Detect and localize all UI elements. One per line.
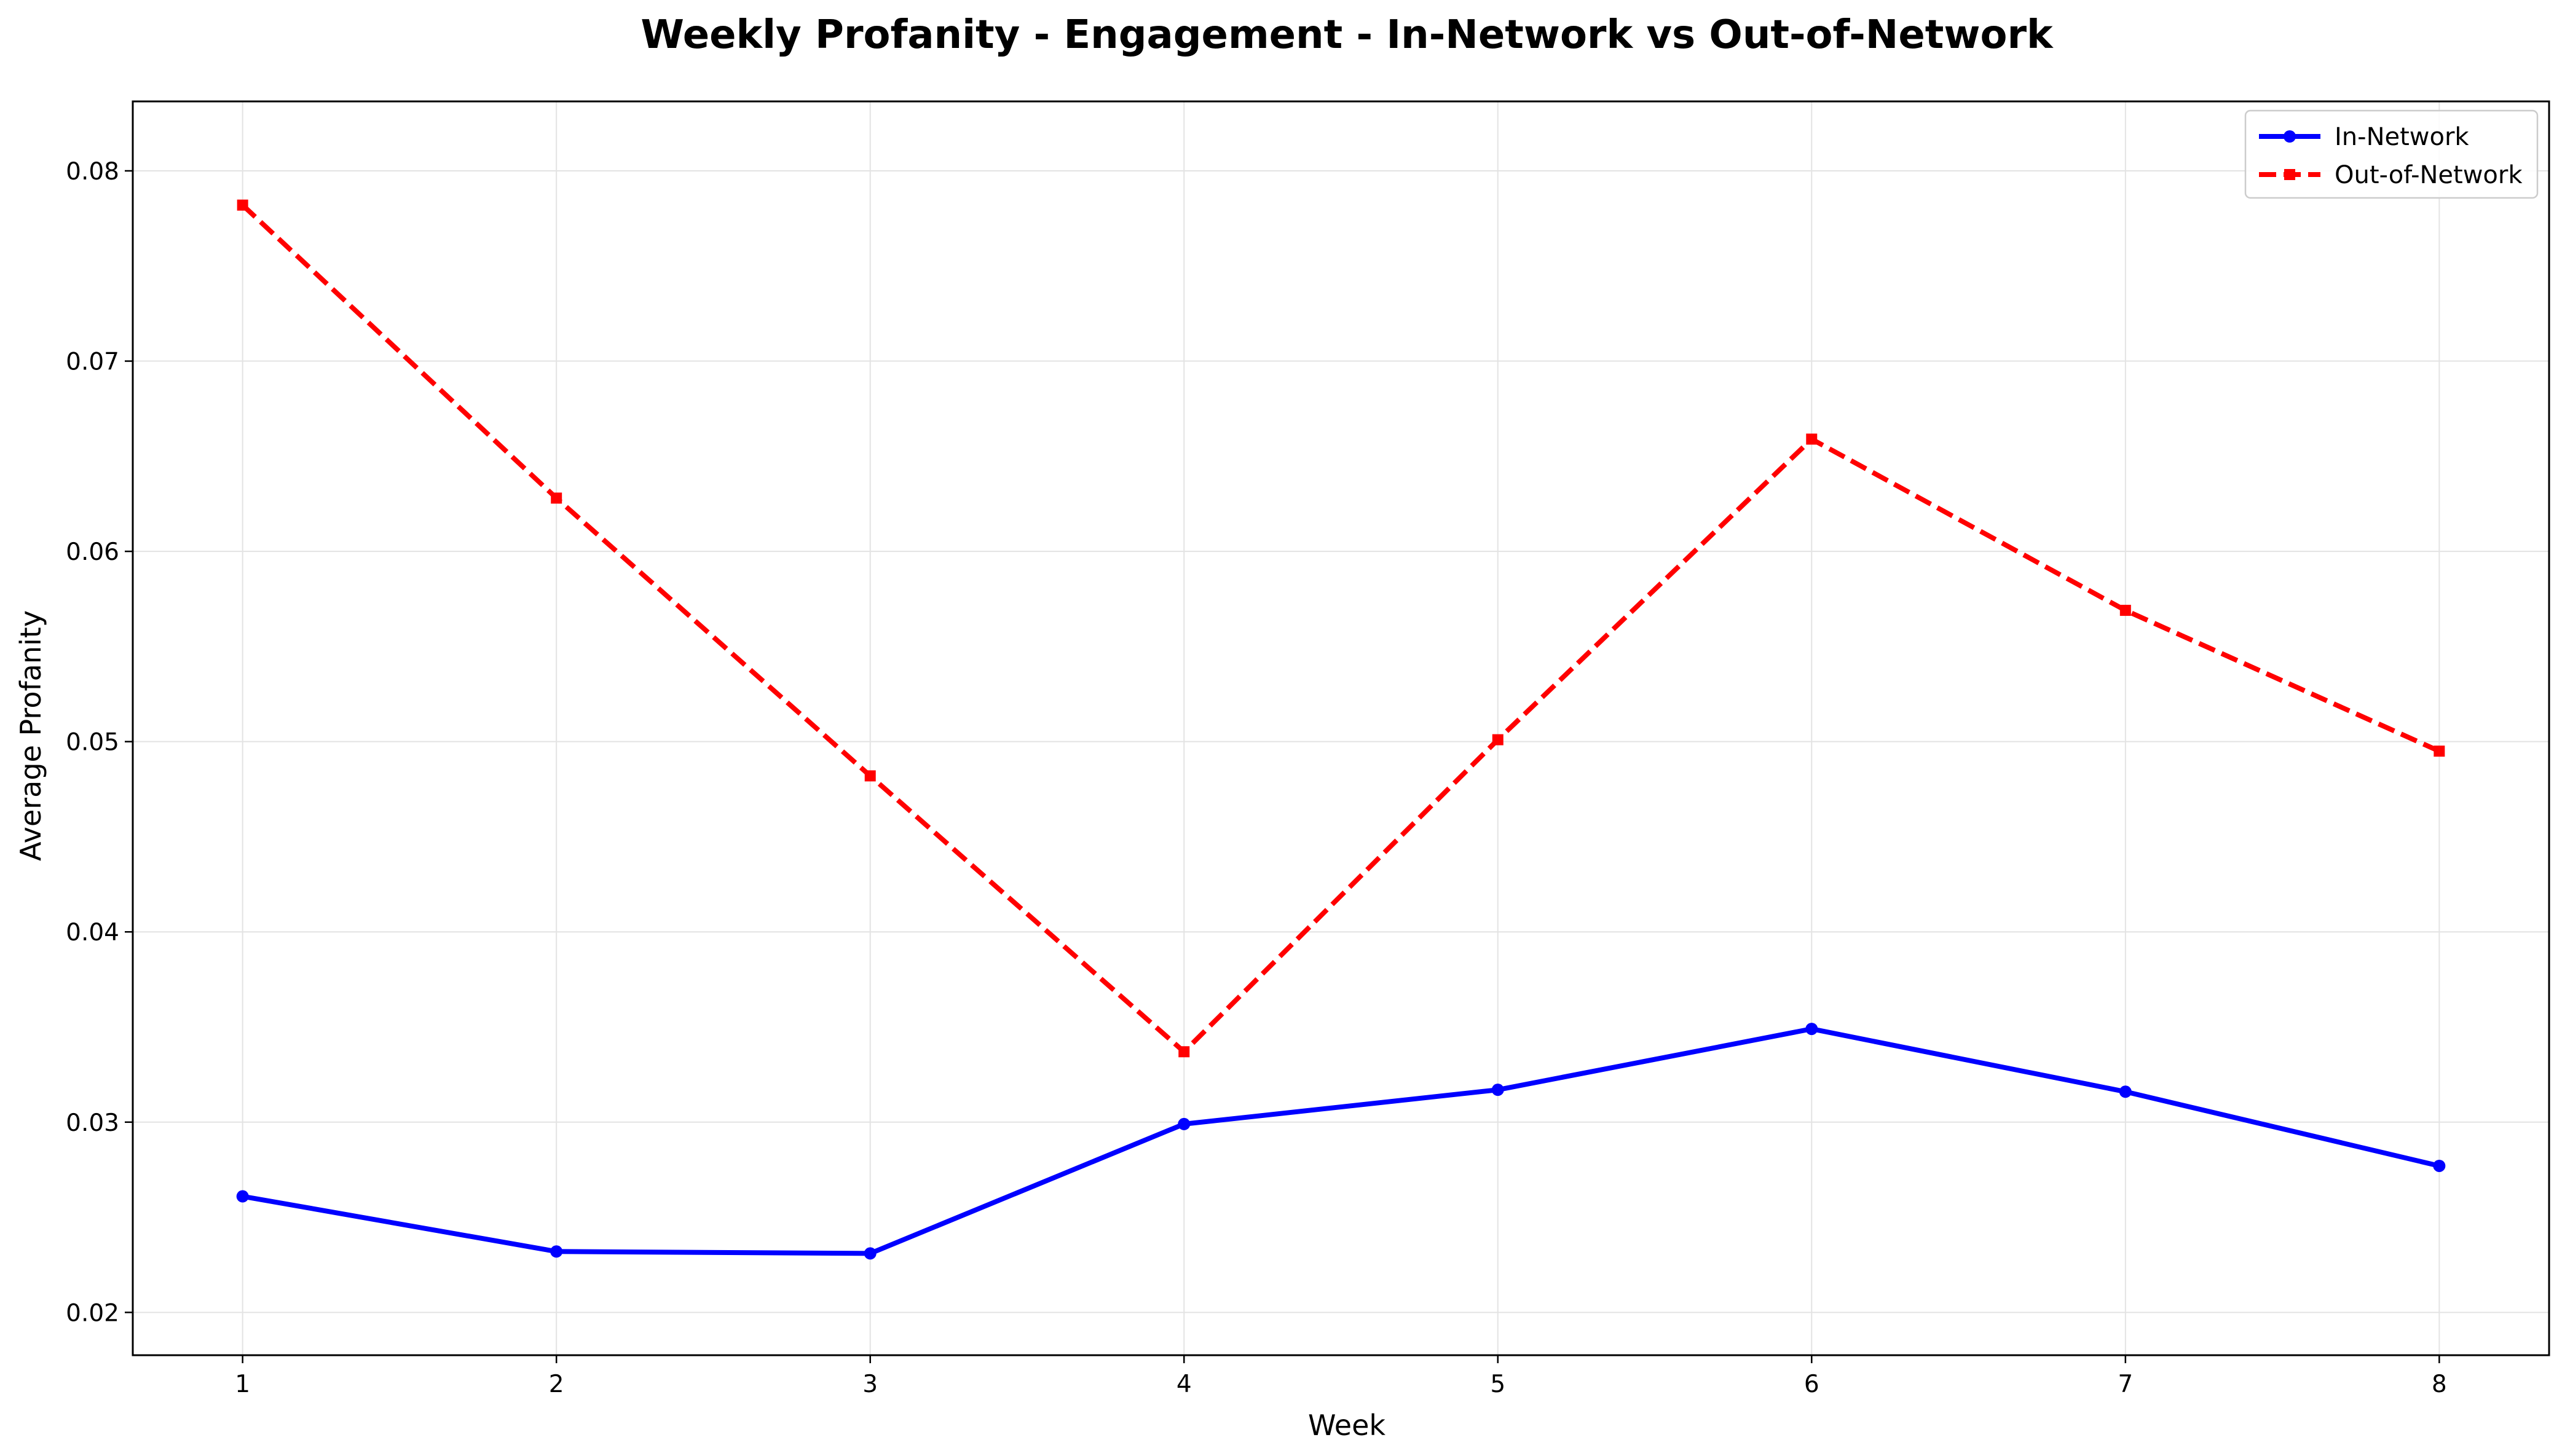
in-network-point <box>1491 1084 1504 1096</box>
in-network-point <box>1178 1117 1191 1130</box>
in-network-point <box>1805 1023 1818 1036</box>
legend: In-Network Out-of-Network <box>2244 109 2539 199</box>
series-layer <box>236 199 2446 1260</box>
legend-label-out-of-network: Out-of-Network <box>2335 161 2523 189</box>
in-network-point <box>864 1247 877 1260</box>
y-tick-label: 0.04 <box>66 919 119 946</box>
x-tick-label: 4 <box>1177 1371 1192 1398</box>
chart-title: Weekly Profanity - Engagement - In-Netwo… <box>640 12 2054 58</box>
out-of-network-point <box>237 199 248 211</box>
y-axis-label: Average Profanity <box>14 610 47 861</box>
out-of-network-point <box>1492 734 1504 746</box>
out-of-network-point <box>2434 746 2445 757</box>
out-of-network-point <box>864 770 876 782</box>
legend-marker-in-network <box>2284 130 2296 143</box>
out-of-network-point <box>2119 605 2131 616</box>
in-network-line <box>242 1026 2440 1256</box>
y-tick-label: 0.02 <box>66 1299 119 1327</box>
in-network-point <box>2433 1159 2446 1172</box>
x-tick-label: 5 <box>1490 1371 1505 1398</box>
out-of-network-line <box>240 203 2440 1055</box>
y-tick-label: 0.07 <box>66 348 119 376</box>
in-network-point <box>2119 1085 2132 1098</box>
x-tick-label: 7 <box>2118 1371 2133 1398</box>
grid <box>133 101 2549 1355</box>
in-network-point <box>236 1190 249 1203</box>
y-tick-label: 0.03 <box>66 1109 119 1137</box>
plot-frame <box>132 100 2550 1356</box>
in-network-point <box>550 1245 563 1258</box>
out-of-network-point <box>1806 433 1818 445</box>
x-tick-label: 8 <box>2432 1371 2447 1398</box>
legend-marker-out-of-network <box>2284 169 2295 180</box>
y-tick-label: 0.08 <box>66 158 119 186</box>
legend-label-in-network: In-Network <box>2335 123 2469 151</box>
y-tick-label: 0.06 <box>66 538 119 566</box>
x-tick-label: 6 <box>1804 1371 1819 1398</box>
out-of-network-point <box>1178 1046 1190 1058</box>
y-tick-label: 0.05 <box>66 729 119 757</box>
x-axis-label: Week <box>1308 1409 1385 1442</box>
out-of-network-point <box>551 492 562 504</box>
axis-ticks: 1 2 3 4 5 6 7 8 0.02 0.03 0.04 0.05 0.06 0.07 0.08 <box>66 158 2447 1398</box>
x-tick-label: 2 <box>549 1371 564 1398</box>
x-tick-label: 1 <box>235 1371 250 1398</box>
x-tick-label: 3 <box>862 1371 878 1398</box>
